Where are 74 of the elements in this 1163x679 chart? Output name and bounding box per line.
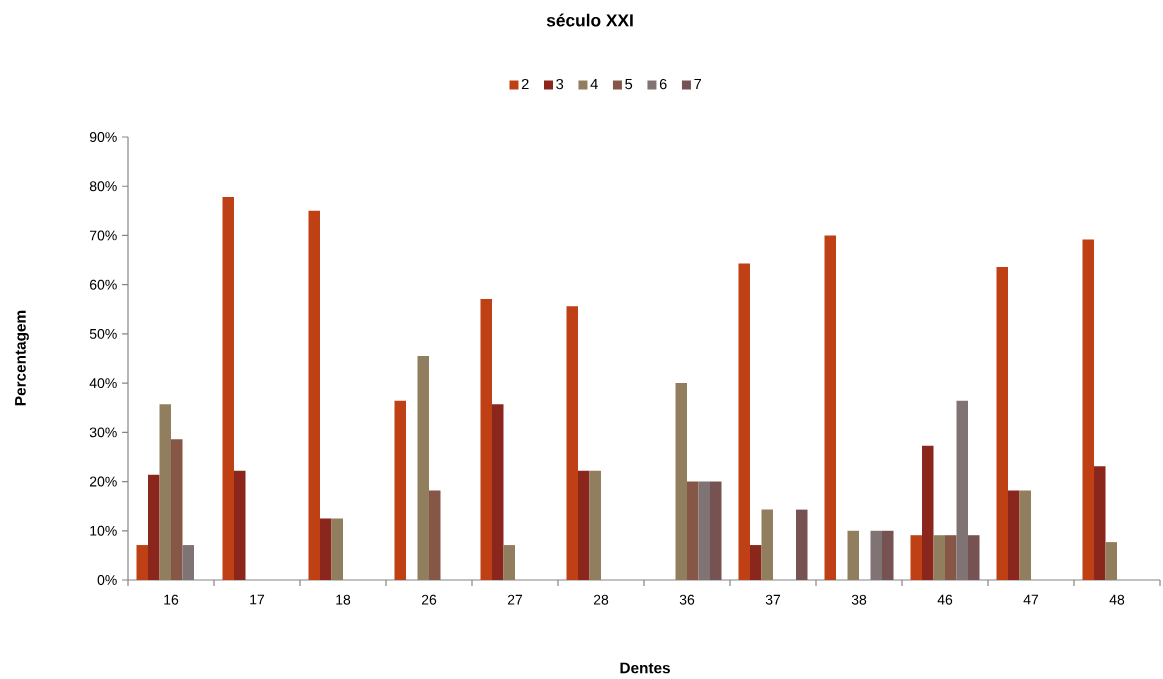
bar — [394, 400, 407, 580]
bar — [589, 470, 602, 580]
bar — [796, 509, 808, 580]
y-tick-label: 0% — [97, 575, 117, 585]
bar — [1008, 490, 1020, 580]
legend-label: 6 — [659, 78, 667, 90]
bar — [945, 535, 957, 580]
x-tick-label: 36 — [679, 594, 695, 605]
y-axis-title: Percentagem — [15, 310, 29, 406]
bar — [750, 545, 762, 580]
bar — [933, 535, 946, 580]
bar — [847, 530, 860, 580]
bar — [566, 306, 579, 580]
x-tick-label: 16 — [164, 594, 179, 605]
y-tick-label: 60% — [89, 279, 117, 290]
bar — [996, 266, 1009, 580]
bar — [1082, 239, 1095, 580]
y-tick-label: 70% — [89, 230, 117, 241]
x-tick-label: 27 — [507, 594, 523, 605]
legend-label: 4 — [590, 78, 598, 90]
y-tick-label: 50% — [89, 328, 117, 339]
x-tick-label: 17 — [250, 594, 265, 605]
bar — [675, 383, 688, 580]
bar — [171, 439, 183, 580]
bar — [1105, 542, 1118, 580]
legend-label: 3 — [556, 78, 564, 90]
bar — [578, 470, 590, 580]
bar — [182, 545, 194, 580]
chart-title: século XXI — [546, 13, 633, 27]
bar — [968, 535, 980, 580]
legend-label: 7 — [694, 78, 702, 90]
bar — [738, 263, 751, 580]
bar — [429, 490, 441, 580]
x-tick-label: 26 — [421, 594, 437, 605]
y-tick-label: 80% — [89, 181, 117, 192]
bar — [308, 210, 321, 580]
bar — [159, 404, 172, 580]
bar — [922, 445, 934, 580]
bar — [492, 404, 504, 580]
x-tick-label: 37 — [765, 594, 781, 605]
x-axis-title: Dentes — [620, 662, 670, 674]
bar — [136, 545, 148, 580]
bar — [824, 235, 837, 580]
bar — [687, 481, 699, 580]
bar — [222, 197, 235, 580]
bar — [148, 474, 160, 580]
bar — [1094, 466, 1106, 580]
bar — [882, 530, 894, 580]
bar — [1019, 490, 1032, 580]
x-tick-label: 48 — [1109, 594, 1125, 605]
y-tick-label: 10% — [90, 525, 117, 536]
bar — [956, 400, 969, 580]
bar — [870, 530, 883, 580]
y-tick-label: 30% — [89, 427, 117, 438]
bar — [503, 545, 516, 580]
x-tick-label: 47 — [1023, 594, 1039, 605]
bar — [698, 481, 711, 580]
bar — [910, 535, 923, 580]
x-tick-label: 28 — [593, 594, 609, 605]
bar — [417, 356, 430, 580]
x-tick-label: 38 — [851, 594, 867, 605]
x-tick-label: 46 — [937, 594, 953, 605]
y-tick-label: 20% — [89, 476, 117, 487]
legend-label: 5 — [625, 78, 633, 90]
bar — [331, 518, 344, 580]
y-tick-label: 90% — [89, 132, 117, 142]
bar — [320, 518, 332, 580]
legend-label: 2 — [521, 78, 529, 90]
bar — [710, 481, 722, 580]
bar — [761, 509, 774, 580]
x-tick-label: 18 — [336, 594, 351, 605]
bar — [480, 298, 493, 580]
y-tick-label: 40% — [89, 378, 117, 389]
bar — [234, 470, 246, 580]
